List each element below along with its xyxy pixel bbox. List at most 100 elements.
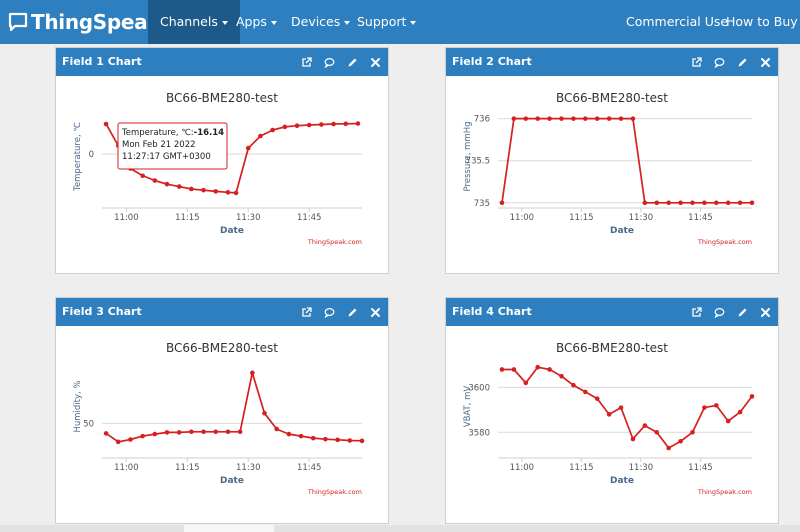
y-axis-label: Pressure, mmHg — [463, 121, 473, 191]
series-line — [502, 366, 753, 449]
data-point — [725, 418, 731, 424]
caret-down-icon — [270, 20, 277, 25]
data-point — [225, 429, 231, 435]
chart-title: BC66-BME280-test — [166, 91, 278, 105]
field-3-chart: BC66-BME280-test 50 11:00 11:15 11:30 11:45 Da… — [73, 341, 365, 496]
data-point — [270, 127, 275, 133]
data-point — [642, 423, 648, 428]
nav-apps[interactable]: Apps — [236, 0, 277, 44]
nav-devices-label: Devices — [291, 14, 341, 29]
data-point — [618, 116, 624, 121]
data-point — [152, 431, 158, 437]
y-tick-label: 50 — [83, 419, 94, 429]
nav-commercial-use[interactable]: Commercial Use — [626, 14, 729, 29]
data-point — [331, 121, 336, 127]
bottom-scroll-strip — [0, 525, 800, 532]
x-tick-label: 11:45 — [688, 213, 713, 223]
chart-title: BC66-BME280-test — [166, 341, 278, 355]
close-icon[interactable] — [368, 305, 382, 319]
panel-header: Field 3 Chart — [56, 298, 388, 326]
external-link-icon[interactable] — [689, 305, 703, 319]
data-point — [189, 429, 194, 435]
data-point — [678, 200, 683, 206]
data-point — [225, 190, 231, 195]
comment-icon[interactable] — [322, 305, 336, 319]
data-point — [547, 367, 552, 372]
comment-icon[interactable] — [712, 305, 726, 319]
data-point — [103, 121, 109, 127]
data-point — [140, 173, 145, 179]
close-icon[interactable] — [758, 305, 772, 319]
data-point — [335, 437, 340, 443]
data-point — [535, 364, 540, 370]
data-point — [343, 121, 349, 127]
data-point — [749, 200, 755, 206]
data-point — [654, 200, 660, 206]
x-tick-label: 11:15 — [569, 463, 594, 473]
nav-channels-label: Channels — [160, 14, 218, 29]
external-link-icon[interactable] — [299, 55, 313, 69]
series-line — [105, 122, 358, 194]
y-axis-label: Humidity, % — [73, 380, 83, 432]
nav-channels[interactable]: Channels — [148, 0, 240, 44]
nav-how-to-buy[interactable]: How to Buy — [726, 14, 798, 29]
data-point — [535, 116, 540, 121]
caret-down-icon — [410, 20, 417, 25]
nav-apps-label: Apps — [236, 14, 267, 29]
brand-name: ThingSpeak — [31, 10, 161, 34]
panel-title: Field 3 Chart — [62, 305, 142, 318]
data-point — [642, 200, 648, 206]
speech-bubble-icon — [8, 12, 28, 32]
close-icon[interactable] — [368, 55, 382, 69]
field-3-chart-panel: Field 3 Chart BC66-BME280-test 50 11:00 11:… — [55, 297, 389, 524]
data-point — [286, 431, 292, 437]
x-tick-label: 11:00 — [114, 463, 139, 473]
external-link-icon[interactable] — [689, 55, 703, 69]
top-navbar: ThingSpeak ™ Channels Apps Devices Suppo… — [0, 0, 800, 44]
thingspeak-credit: ThingSpeak.com — [697, 488, 752, 496]
y-tick-label: 735 — [474, 199, 490, 209]
x-axis-label: Date — [220, 476, 244, 486]
close-icon[interactable] — [758, 55, 772, 69]
tooltip-box — [117, 122, 228, 170]
field-1-chart: BC66-BME280-test 0 11:00 11:15 11:30 11:45 Dat… — [73, 91, 362, 246]
x-tick-label: 11:15 — [569, 213, 594, 223]
x-tick-label: 11:45 — [688, 463, 713, 473]
scrollbar-thumb[interactable] — [184, 525, 274, 532]
x-tick-label: 11:30 — [629, 463, 654, 473]
panel-title: Field 4 Chart — [452, 305, 532, 318]
data-point — [559, 116, 564, 121]
data-point — [298, 433, 304, 439]
data-point — [319, 122, 324, 127]
pencil-icon[interactable] — [345, 305, 359, 319]
chart-title: BC66-BME280-test — [556, 341, 668, 355]
data-point — [258, 133, 263, 139]
data-point — [511, 367, 517, 372]
x-tick-label: 11:30 — [629, 213, 654, 223]
nav-devices[interactable]: Devices — [291, 0, 351, 44]
y-axis-label: Temperature, ℃ — [73, 122, 83, 192]
data-point — [176, 430, 182, 435]
data-point — [164, 181, 170, 187]
data-point — [571, 382, 576, 388]
data-point — [274, 426, 279, 432]
comment-icon[interactable] — [712, 55, 726, 69]
tooltip-date: Mon Feb 21 2022 — [122, 140, 196, 150]
nav-support[interactable]: Support — [357, 0, 417, 44]
data-point — [630, 116, 636, 121]
pencil-icon[interactable] — [735, 55, 749, 69]
data-point — [310, 435, 316, 441]
comment-icon[interactable] — [322, 55, 336, 69]
data-point — [245, 145, 251, 151]
data-point — [103, 431, 109, 436]
data-point — [559, 373, 564, 379]
panel-title: Field 1 Chart — [62, 55, 142, 68]
caret-down-icon — [344, 20, 351, 25]
field-4-chart-panel: Field 4 Chart BC66-BME280-test 3600 3580 11… — [445, 297, 779, 524]
data-point — [262, 410, 267, 416]
x-tick-label: 11:30 — [236, 213, 261, 223]
external-link-icon[interactable] — [299, 305, 313, 319]
pencil-icon[interactable] — [735, 305, 749, 319]
chart-title: BC66-BME280-test — [556, 91, 668, 105]
pencil-icon[interactable] — [345, 55, 359, 69]
